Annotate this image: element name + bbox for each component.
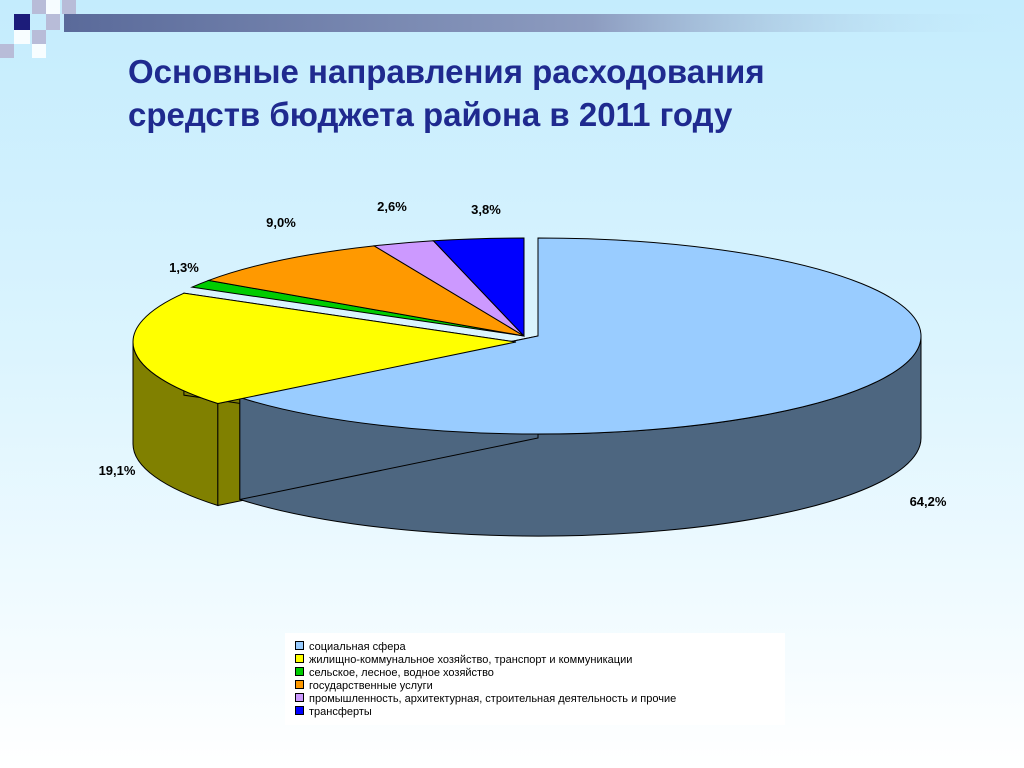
header-square xyxy=(32,30,46,44)
pie-chart: 64,2% 19,1% 1,3% 9,0% 2,6% 3,8% xyxy=(99,199,947,537)
legend-label: трансферты xyxy=(309,706,372,718)
legend-item: промышленность, архитектурная, строитель… xyxy=(295,693,676,706)
pie-data-label: 2,6% xyxy=(377,199,407,214)
legend-swatch xyxy=(295,654,304,663)
chart-legend: социальная сфера жилищно-коммунальное хо… xyxy=(285,633,785,725)
legend-item: социальная сфера xyxy=(295,641,406,654)
header-square xyxy=(32,44,46,58)
legend-swatch xyxy=(295,693,304,702)
pie-data-label: 1,3% xyxy=(169,260,199,275)
pie-data-label: 3,8% xyxy=(471,202,501,217)
pie-slice xyxy=(432,237,525,338)
header-square xyxy=(14,14,30,30)
legend-label: жилищно-коммунальное хозяйство, транспор… xyxy=(309,654,633,666)
legend-item: трансферты xyxy=(295,706,372,719)
legend-label: государственные услуги xyxy=(309,680,433,692)
pie-data-label: 64,2% xyxy=(910,494,947,509)
header-decoration xyxy=(0,0,1024,58)
pie-data-label: 9,0% xyxy=(266,215,296,230)
legend-label: социальная сфера xyxy=(309,641,406,653)
header-square xyxy=(32,0,46,14)
header-square xyxy=(46,14,60,30)
header-square xyxy=(14,30,30,44)
legend-swatch xyxy=(295,641,304,650)
legend-item: государственные услуги xyxy=(295,680,433,693)
slide-title: Основные направления расходования средст… xyxy=(128,50,968,136)
pie-slice xyxy=(206,245,525,337)
pie-labels: 64,2% 19,1% 1,3% 9,0% 2,6% 3,8% xyxy=(99,199,947,509)
legend-item: жилищно-коммунальное хозяйство, транспор… xyxy=(295,654,632,667)
header-square xyxy=(0,44,14,58)
pie-tops xyxy=(132,237,922,435)
slide-title-line-1: Основные направления расходования xyxy=(128,53,765,90)
legend-swatch xyxy=(295,706,304,715)
legend-swatch xyxy=(295,667,304,676)
legend-swatch xyxy=(295,680,304,689)
pie-slice xyxy=(237,237,922,435)
pie-data-label: 19,1% xyxy=(99,463,136,478)
legend-label: промышленность, архитектурная, строитель… xyxy=(309,693,677,705)
header-square xyxy=(62,0,76,14)
header-square xyxy=(46,0,60,14)
header-band xyxy=(64,14,1024,32)
legend-label: сельское, лесное, водное хозяйство xyxy=(309,667,494,679)
pie-slice xyxy=(132,292,517,405)
slide-title-line-2: средств бюджета района в 2011 году xyxy=(128,96,733,133)
legend-item: сельское, лесное, водное хозяйство xyxy=(295,667,494,680)
